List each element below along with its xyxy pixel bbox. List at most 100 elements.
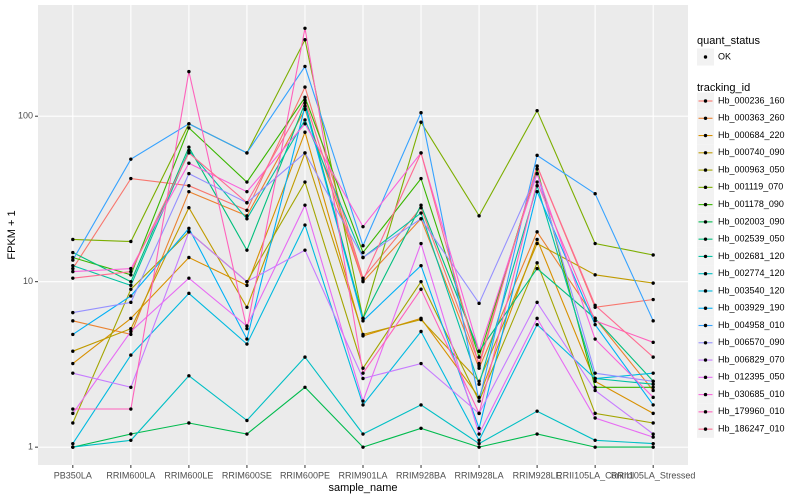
point <box>303 151 307 155</box>
point <box>187 122 191 126</box>
point <box>419 211 423 215</box>
point <box>129 239 133 244</box>
point <box>477 399 481 403</box>
legend-point <box>703 341 708 345</box>
point <box>129 287 133 291</box>
point <box>187 151 191 155</box>
point <box>361 255 365 260</box>
point <box>651 319 655 323</box>
point <box>477 364 481 368</box>
point <box>419 203 423 207</box>
point <box>477 366 481 370</box>
point <box>593 303 597 307</box>
legend-label: Hb_003929_190 <box>718 303 785 313</box>
legend-label: Hb_006570_090 <box>718 337 785 347</box>
legend-label: Hb_000684_220 <box>718 130 785 140</box>
point <box>303 26 307 30</box>
point <box>129 407 133 411</box>
point <box>245 324 249 328</box>
x-tick-label: RRIM600SE <box>222 470 272 480</box>
point <box>129 326 133 331</box>
x-axis-title: sample_name <box>328 482 397 494</box>
legend-label: Hb_002774_120 <box>718 268 785 278</box>
point <box>419 317 423 322</box>
point <box>245 337 249 341</box>
point <box>593 388 597 393</box>
legend-label: Hb_004958_010 <box>718 320 785 330</box>
point <box>303 118 307 122</box>
point <box>245 180 249 184</box>
point <box>419 205 423 210</box>
y-tick-label: 10 <box>23 276 33 286</box>
point <box>593 322 597 327</box>
point <box>593 379 597 383</box>
point <box>187 421 191 425</box>
point <box>129 316 133 321</box>
point <box>129 329 133 334</box>
legend-label: Hb_001178_090 <box>718 199 784 209</box>
point <box>187 226 191 231</box>
point <box>361 399 365 403</box>
legend-point <box>703 392 708 397</box>
point <box>361 319 365 323</box>
point <box>651 445 655 449</box>
point <box>593 316 597 321</box>
point <box>71 310 75 315</box>
point <box>245 305 249 310</box>
point <box>245 326 249 331</box>
legend-label: Hb_002003_090 <box>718 216 785 226</box>
legend-point <box>703 237 708 241</box>
point <box>361 250 365 255</box>
point <box>535 164 539 168</box>
point <box>651 403 655 407</box>
point <box>535 322 539 327</box>
point <box>303 37 307 42</box>
point <box>245 342 249 346</box>
point <box>187 145 191 149</box>
legend-label: Hb_179960_010 <box>718 406 785 416</box>
point <box>651 441 655 446</box>
point <box>71 361 75 366</box>
point <box>71 319 75 323</box>
point <box>245 151 249 155</box>
legend-point <box>703 133 708 138</box>
point <box>129 283 133 288</box>
point <box>651 371 655 375</box>
point <box>129 266 133 271</box>
point <box>71 266 75 271</box>
point <box>419 217 423 221</box>
point <box>71 332 75 337</box>
x-tick-label: RRII105LA_Control <box>556 470 634 480</box>
point <box>419 403 423 407</box>
point <box>361 316 365 321</box>
x-tick-label: RRII105LA_Stressed <box>611 470 696 480</box>
point <box>419 176 423 181</box>
point <box>187 374 191 378</box>
point <box>129 300 133 305</box>
point <box>477 379 481 383</box>
point <box>593 241 597 246</box>
point <box>71 276 75 280</box>
point <box>477 355 481 359</box>
point <box>535 432 539 436</box>
legend-label: Hb_012395_050 <box>718 372 785 382</box>
point <box>129 438 133 442</box>
point <box>187 276 191 280</box>
point <box>535 108 539 113</box>
legend-point <box>703 151 708 155</box>
point <box>71 250 75 255</box>
legend-point <box>703 220 708 224</box>
point <box>651 297 655 302</box>
point <box>187 148 191 153</box>
x-tick-label: PB350LA <box>54 470 92 480</box>
point <box>419 426 423 430</box>
point <box>651 411 655 416</box>
legend-point <box>703 168 708 172</box>
point <box>651 432 655 436</box>
point <box>71 258 75 262</box>
point <box>477 445 481 449</box>
legend-point <box>703 254 708 259</box>
legend-point <box>703 410 708 414</box>
legend-point <box>703 185 708 190</box>
